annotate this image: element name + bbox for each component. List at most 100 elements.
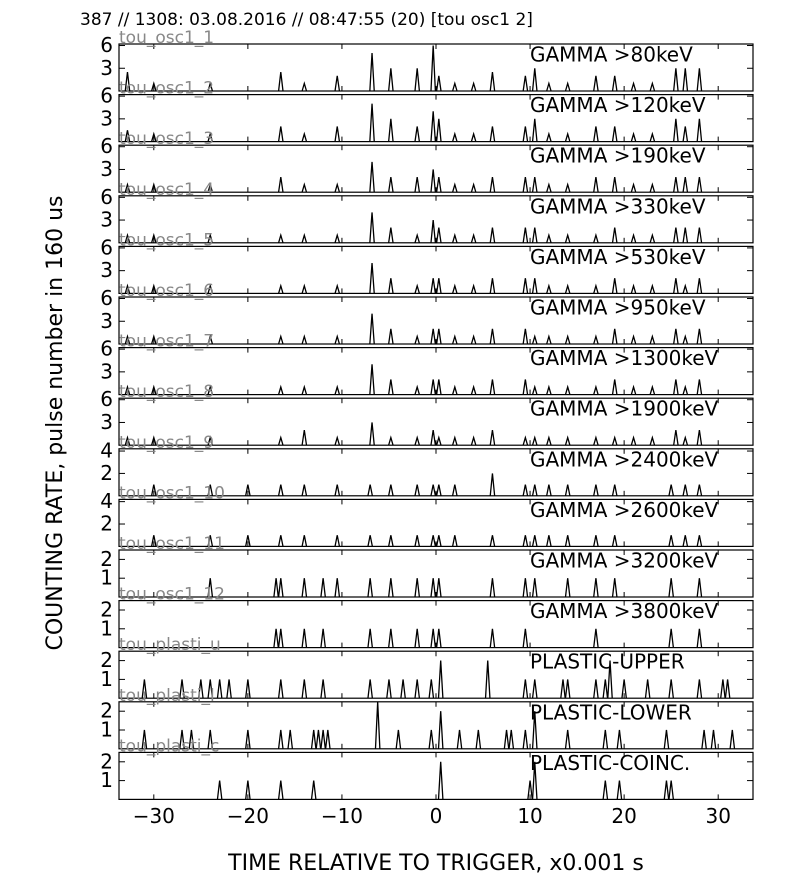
spike (611, 379, 618, 395)
spike (649, 435, 656, 446)
spike (682, 176, 689, 193)
y-tick-label: 2 (100, 749, 113, 773)
spike (369, 313, 375, 345)
spike (531, 118, 538, 142)
series-name: tou_osc1_3 (119, 129, 214, 149)
spike (531, 334, 538, 345)
series-name: tou_plasti_c (119, 736, 219, 756)
spike (301, 384, 308, 395)
y-tick-label: 3 (100, 157, 113, 181)
spike (673, 118, 679, 142)
spike (414, 578, 421, 598)
spike (668, 484, 675, 496)
spike (277, 334, 284, 345)
spike (430, 45, 437, 92)
y-tick-label: 6 (100, 387, 113, 411)
spike (451, 283, 458, 294)
spike (277, 384, 284, 395)
spike (630, 182, 637, 193)
spike (277, 232, 284, 243)
panel-label: GAMMA >1900keV (530, 397, 719, 421)
y-tick-label: 2 (100, 648, 113, 672)
spike (593, 126, 599, 142)
spike (531, 384, 538, 395)
spike (207, 232, 214, 243)
spike (489, 535, 496, 547)
spike (531, 679, 538, 699)
spike (649, 81, 656, 92)
spike (546, 435, 552, 446)
x-tick-label: −30 (133, 804, 175, 828)
spike (611, 227, 618, 243)
spike (611, 126, 618, 142)
spike (611, 435, 618, 446)
spike (682, 227, 689, 243)
spike (150, 182, 157, 193)
spike (663, 729, 670, 749)
panel-label: GAMMA >950keV (530, 296, 706, 320)
spike (649, 131, 656, 142)
x-axis-label: TIME RELATIVE TO TRIGGER, x0.001 s (227, 851, 644, 876)
spike (301, 232, 308, 243)
spike (546, 182, 552, 193)
spike (388, 628, 394, 648)
spike (216, 780, 223, 800)
spike (668, 780, 675, 800)
spike (369, 422, 375, 446)
spike (451, 81, 458, 92)
spike (451, 484, 458, 496)
series-name: tou_osc1_8 (119, 382, 214, 402)
spike (611, 328, 618, 345)
spike (141, 729, 148, 749)
spike (564, 232, 571, 243)
y-tick-label: 6 (100, 337, 113, 361)
spike (649, 384, 656, 395)
spike (564, 384, 571, 395)
spike (388, 578, 394, 598)
spike (301, 535, 308, 547)
spike (369, 103, 375, 142)
spike (696, 379, 703, 395)
spike (150, 232, 157, 243)
spike (673, 379, 679, 395)
series-name: tou_osc1_6 (119, 281, 214, 301)
spike (277, 679, 284, 699)
spike (593, 679, 599, 699)
spike (334, 435, 341, 446)
spike (320, 578, 326, 598)
spike (150, 81, 157, 92)
spike (367, 578, 373, 598)
spike (564, 535, 571, 547)
spike (367, 484, 373, 496)
spike (456, 729, 463, 749)
spike (663, 780, 670, 800)
spike (696, 429, 703, 446)
spike (564, 484, 571, 496)
spike (546, 283, 552, 294)
spike (696, 578, 703, 598)
spike (277, 578, 284, 598)
spike (475, 729, 482, 749)
spike (616, 729, 623, 749)
spike (315, 729, 322, 749)
spike (522, 535, 529, 547)
panel-label: GAMMA >80keV (530, 43, 693, 67)
panel-label: GAMMA >1300keV (530, 346, 719, 370)
spike (310, 780, 317, 800)
spike (611, 176, 618, 193)
spike (593, 75, 599, 92)
spike (320, 679, 326, 699)
y-tick-label: 3 (100, 106, 113, 130)
spike (334, 232, 341, 243)
spike (564, 729, 571, 749)
spike (150, 131, 157, 142)
spike (388, 484, 394, 496)
spike (150, 535, 157, 547)
series-name: tou_osc1_11 (119, 534, 225, 554)
spike (470, 182, 477, 193)
spike (489, 227, 496, 243)
spike (522, 176, 529, 193)
y-tick-label: 3 (100, 258, 113, 282)
spike (124, 283, 131, 294)
spike (367, 628, 373, 648)
